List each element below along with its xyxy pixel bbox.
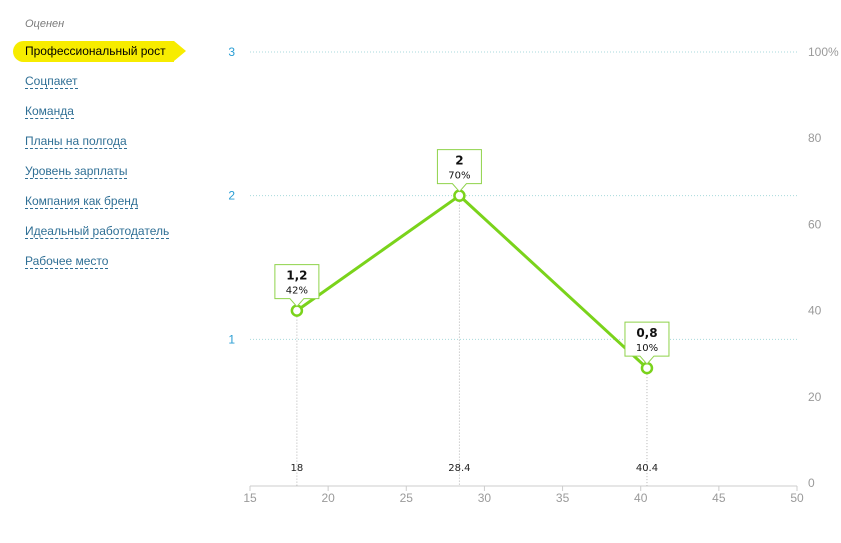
y-left-tick-label: 1 xyxy=(228,332,235,346)
x-tick-label: 30 xyxy=(478,491,492,505)
y-right-tick-label: 20 xyxy=(808,390,822,404)
x-value-label: 28.4 xyxy=(448,463,470,474)
sidebar-item-label: Идеальный работодатель xyxy=(25,224,170,239)
value-callout-value: 1,2 xyxy=(286,269,307,283)
y-right-tick-label: 100% xyxy=(808,45,839,59)
sidebar: Оценен Профессиональный рост Соцпакет Ко… xyxy=(0,0,200,543)
sidebar-item-label: Компания как бренд xyxy=(25,194,138,209)
active-item-highlight xyxy=(13,41,174,62)
y-right-tick-label: 0 xyxy=(808,476,815,490)
value-callout-percent: 42% xyxy=(286,286,308,297)
y-right-tick-label: 80 xyxy=(808,131,822,145)
sidebar-item-label: Уровень зарплаты xyxy=(25,164,128,179)
sidebar-heading: Оценен xyxy=(25,18,65,30)
value-callout xyxy=(436,149,482,193)
sidebar-item-label: Соцпакет xyxy=(25,74,78,89)
x-tick-label: 45 xyxy=(712,491,726,505)
value-callout xyxy=(274,264,320,308)
value-callout xyxy=(624,321,670,365)
y-left-tick-label: 3 xyxy=(228,45,235,59)
y-right-tick-label: 40 xyxy=(808,304,822,318)
x-tick-label: 15 xyxy=(243,491,257,505)
y-right-tick-label: 60 xyxy=(808,217,822,231)
x-value-label: 40.4 xyxy=(636,463,658,474)
sidebar-item-label: Профессиональный рост xyxy=(25,44,166,58)
active-item-arrow xyxy=(174,41,186,61)
x-tick-label: 25 xyxy=(400,491,414,505)
x-tick-label: 40 xyxy=(634,491,648,505)
x-tick-label: 35 xyxy=(556,491,570,505)
sidebar-item-label: Рабочее место xyxy=(25,254,109,269)
x-tick-label: 50 xyxy=(790,491,804,505)
sidebar-item-label: Планы на полгода xyxy=(25,134,127,149)
sidebar-item-label: Команда xyxy=(25,104,74,119)
y-left-tick-label: 2 xyxy=(228,189,235,203)
x-value-label: 18 xyxy=(291,463,304,474)
series-line xyxy=(295,194,649,370)
value-callout-value: 0,8 xyxy=(636,326,657,340)
value-callout-percent: 70% xyxy=(448,171,470,182)
value-callout-percent: 10% xyxy=(636,343,658,354)
value-callout-value: 2 xyxy=(455,154,463,168)
x-tick-label: 20 xyxy=(321,491,335,505)
